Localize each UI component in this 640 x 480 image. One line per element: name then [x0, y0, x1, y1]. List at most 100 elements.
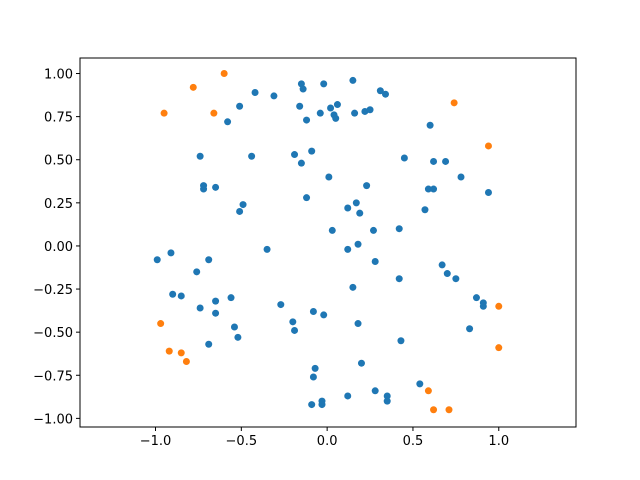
- point: [236, 207, 244, 215]
- point: [445, 406, 453, 414]
- point: [200, 185, 208, 193]
- point: [308, 401, 316, 409]
- point: [352, 199, 360, 207]
- point: [438, 261, 446, 269]
- point: [479, 302, 487, 310]
- point: [430, 157, 438, 165]
- point: [309, 307, 317, 315]
- point: [299, 85, 307, 93]
- point: [303, 116, 311, 124]
- point: [234, 333, 242, 341]
- point: [220, 70, 228, 78]
- point: [395, 225, 403, 233]
- point: [397, 337, 405, 345]
- y-tick-label: 1.00: [44, 68, 73, 83]
- point: [328, 226, 336, 234]
- point: [177, 292, 185, 300]
- point: [325, 173, 333, 181]
- point: [193, 268, 201, 276]
- x-tick-label: 0.5: [403, 434, 424, 449]
- x-tick-label: −1.0: [140, 434, 172, 449]
- point: [196, 152, 204, 160]
- point: [309, 373, 317, 381]
- point: [263, 245, 271, 253]
- point: [354, 240, 362, 248]
- point: [177, 349, 185, 357]
- point: [165, 347, 173, 355]
- y-tick-label: 0.00: [44, 240, 73, 255]
- point: [316, 109, 324, 117]
- point: [308, 147, 316, 155]
- point: [303, 194, 311, 202]
- point: [344, 245, 352, 253]
- point: [296, 102, 304, 110]
- point: [484, 188, 492, 196]
- y-tick-label: −0.50: [33, 326, 73, 341]
- point: [452, 275, 460, 283]
- point: [371, 257, 379, 265]
- point: [344, 392, 352, 400]
- point: [421, 206, 429, 214]
- point: [424, 387, 432, 395]
- x-tick-label: 0.0: [317, 434, 338, 449]
- y-tick-label: 0.50: [44, 154, 73, 169]
- point: [277, 301, 285, 309]
- point: [318, 401, 326, 409]
- point: [205, 256, 213, 264]
- point: [320, 80, 328, 88]
- y-tick-label: 0.25: [44, 197, 73, 212]
- point: [466, 325, 474, 333]
- point: [210, 109, 218, 117]
- point: [395, 275, 403, 283]
- point: [457, 173, 465, 181]
- point: [426, 121, 434, 129]
- point: [430, 406, 438, 414]
- point: [356, 209, 364, 217]
- point: [160, 109, 168, 117]
- point: [416, 380, 424, 388]
- point: [371, 387, 379, 395]
- point: [236, 102, 244, 110]
- point: [230, 323, 238, 331]
- point: [424, 185, 432, 193]
- point: [248, 152, 256, 160]
- plot-frame: [79, 57, 577, 428]
- point: [354, 320, 362, 328]
- x-tick-label: 1.0: [488, 434, 509, 449]
- point: [430, 185, 438, 193]
- point: [224, 118, 232, 126]
- point: [381, 90, 389, 98]
- y-tick-label: 0.75: [44, 111, 73, 126]
- point: [182, 357, 190, 365]
- point: [311, 364, 319, 372]
- point: [289, 318, 297, 326]
- point: [227, 294, 235, 302]
- point: [344, 204, 352, 212]
- point: [212, 297, 220, 305]
- point: [153, 256, 161, 264]
- point: [157, 320, 165, 328]
- point: [349, 76, 357, 84]
- point: [366, 106, 374, 114]
- point: [495, 344, 503, 352]
- point: [327, 104, 335, 112]
- point: [357, 359, 365, 367]
- point: [189, 83, 197, 91]
- point: [332, 114, 340, 122]
- point: [320, 311, 328, 319]
- point: [495, 302, 503, 310]
- point: [363, 182, 371, 190]
- y-tick-label: −0.75: [33, 369, 73, 384]
- x-tick-label: −0.5: [226, 434, 258, 449]
- point: [351, 109, 359, 117]
- point: [297, 159, 305, 167]
- point: [167, 249, 175, 257]
- point: [472, 294, 480, 302]
- y-tick-label: −0.25: [33, 283, 73, 298]
- point: [333, 101, 341, 109]
- point: [169, 290, 177, 298]
- point: [291, 151, 299, 159]
- point: [251, 88, 259, 96]
